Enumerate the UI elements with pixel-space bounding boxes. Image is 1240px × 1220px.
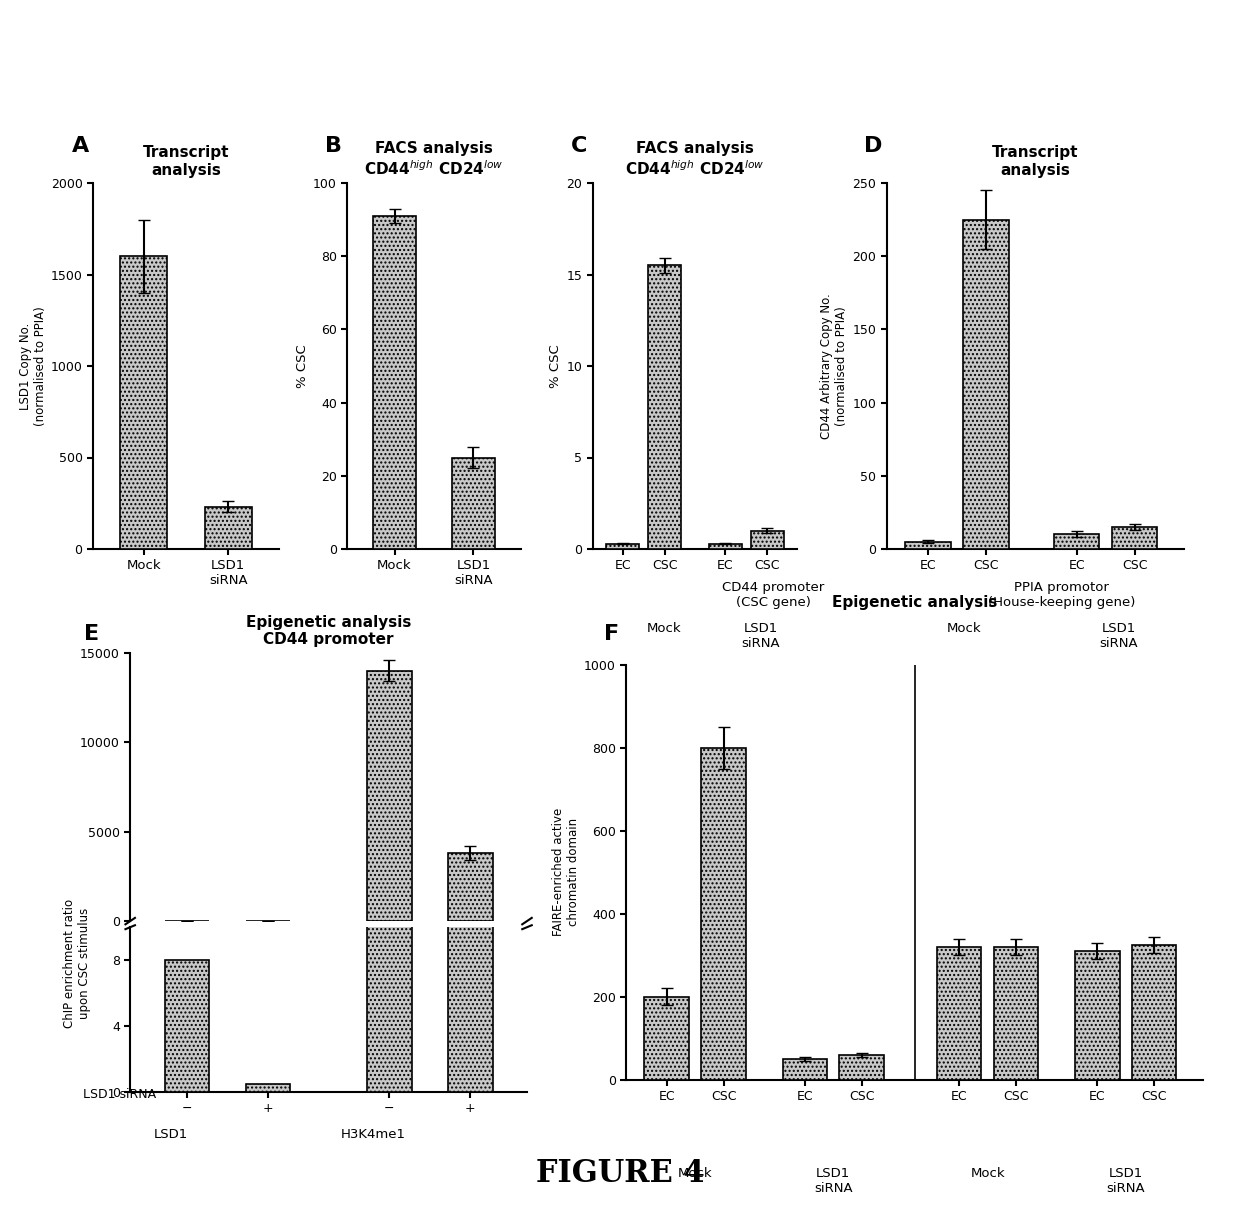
Title: Transcript
analysis: Transcript analysis	[143, 145, 229, 178]
Bar	[606, 544, 640, 549]
Bar	[963, 220, 1008, 549]
Text: LSD1 siRNA: LSD1 siRNA	[83, 1088, 156, 1100]
Text: F: F	[604, 625, 619, 644]
Text: FIGURE 4: FIGURE 4	[536, 1159, 704, 1190]
Text: LSD1
siRNA: LSD1 siRNA	[1100, 622, 1138, 650]
Text: PPIA promotor
(House-keeping gene): PPIA promotor (House-keeping gene)	[988, 581, 1136, 609]
Y-axis label: FAIRE-enriched active
chromatin domain: FAIRE-enriched active chromatin domain	[552, 808, 580, 937]
Bar	[205, 508, 252, 549]
Bar	[708, 544, 742, 549]
Bar	[448, 853, 492, 921]
Bar	[1132, 944, 1177, 1080]
Title: Epigenetic analysis: Epigenetic analysis	[832, 594, 997, 610]
Bar	[246, 1083, 290, 1092]
Y-axis label: % CSC: % CSC	[296, 344, 309, 388]
Text: B: B	[325, 137, 342, 156]
Bar	[937, 947, 982, 1080]
Bar	[750, 531, 784, 549]
Bar	[373, 216, 417, 549]
Bar	[702, 748, 746, 1080]
Bar	[839, 1055, 884, 1080]
Title: FACS analysis
CD44$^{high}$ CD24$^{low}$: FACS analysis CD44$^{high}$ CD24$^{low}$	[625, 140, 765, 178]
Text: Mock: Mock	[946, 622, 981, 636]
Title: Epigenetic analysis
CD44 promoter: Epigenetic analysis CD44 promoter	[246, 615, 412, 648]
Bar	[120, 256, 167, 549]
Text: Mock: Mock	[970, 1166, 1004, 1180]
Text: Mock: Mock	[678, 1166, 713, 1180]
Text: Mock: Mock	[647, 622, 682, 636]
Y-axis label: CD44 Arbitrary Copy No.
(normalised to PPIA): CD44 Arbitrary Copy No. (normalised to P…	[820, 293, 848, 439]
Bar	[367, 671, 412, 921]
Text: LSD1
siRNA: LSD1 siRNA	[813, 1166, 853, 1194]
Bar	[645, 997, 689, 1080]
Text: LSD1: LSD1	[154, 1128, 187, 1141]
Bar	[448, 0, 492, 1092]
Text: C: C	[570, 137, 587, 156]
Bar	[782, 1059, 827, 1080]
Bar	[451, 458, 495, 549]
Text: LSD1
siRNA: LSD1 siRNA	[1106, 1166, 1145, 1194]
Bar	[1112, 527, 1157, 549]
Bar	[367, 0, 412, 1092]
Text: CD44 promoter
(CSC gene): CD44 promoter (CSC gene)	[722, 581, 825, 609]
Text: A: A	[72, 137, 89, 156]
Text: D: D	[864, 137, 883, 156]
Bar	[993, 947, 1038, 1080]
Bar	[165, 960, 210, 1092]
Text: E: E	[84, 625, 99, 644]
Title: FACS analysis
CD44$^{high}$ CD24$^{low}$: FACS analysis CD44$^{high}$ CD24$^{low}$	[365, 140, 503, 178]
Y-axis label: LSD1 Copy No.
(normalised to PPIA): LSD1 Copy No. (normalised to PPIA)	[19, 306, 47, 426]
Title: Transcript
analysis: Transcript analysis	[992, 145, 1079, 178]
Bar	[649, 265, 682, 549]
Y-axis label: % CSC: % CSC	[549, 344, 562, 388]
Bar	[1054, 534, 1100, 549]
Text: ChIP enrichment ratio
upon CSC stimulus: ChIP enrichment ratio upon CSC stimulus	[63, 899, 91, 1028]
Bar	[1075, 952, 1120, 1080]
Text: H3K4me1: H3K4me1	[341, 1128, 405, 1141]
Text: LSD1
siRNA: LSD1 siRNA	[742, 622, 780, 650]
Bar	[905, 542, 951, 549]
